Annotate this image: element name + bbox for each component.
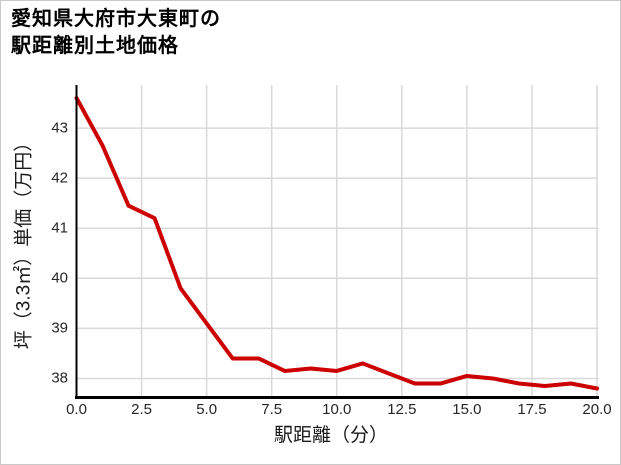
- axis-spines: [75, 85, 599, 399]
- y-tick-label: 39: [51, 319, 68, 337]
- grid-lines: [75, 85, 599, 398]
- x-tick-label: 17.5: [517, 400, 547, 418]
- y-tick-label: 42: [51, 169, 68, 187]
- price-line-series: [74, 96, 599, 391]
- x-tick-label: 7.5: [261, 400, 283, 418]
- x-axis-title: 駅距離（分）: [273, 425, 389, 446]
- y-tick-label: 41: [51, 219, 68, 237]
- y-tick-label: 43: [51, 119, 68, 137]
- x-tick-label: 2.5: [131, 400, 152, 418]
- y-axis-title: 坪（3.3㎡）単価（万円）: [13, 132, 35, 350]
- x-tick-label: 0.0: [66, 400, 87, 418]
- x-tick-label: 5.0: [196, 400, 218, 418]
- chart-title: 愛知県大府市大東町の 駅距離別土地価格: [11, 8, 221, 57]
- x-tick-label: 10.0: [322, 400, 352, 418]
- y-tick-label: 38: [51, 369, 68, 387]
- x-tick-label: 15.0: [452, 400, 482, 418]
- x-tick-label: 12.5: [387, 400, 417, 418]
- x-tick-label: 20.0: [582, 400, 612, 418]
- y-tick-label: 40: [51, 269, 68, 287]
